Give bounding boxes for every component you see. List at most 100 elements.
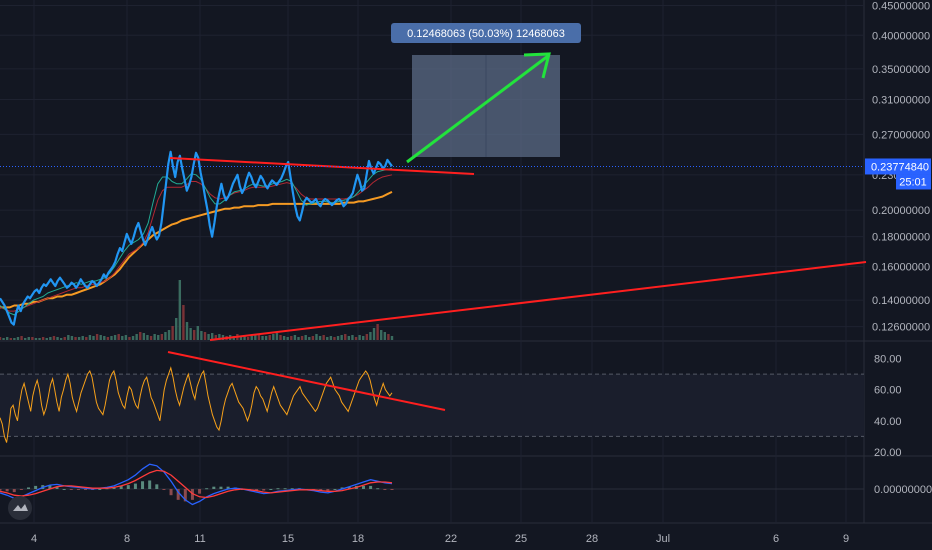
macd-histogram-bar (48, 485, 52, 489)
macd-histogram-bar (5, 489, 9, 492)
volume-bar (185, 322, 189, 340)
volume-bar (128, 337, 131, 340)
volume-bar (85, 337, 88, 340)
price-tick-label: 0.20000000 (872, 205, 930, 217)
volume-bar (336, 336, 340, 340)
macd-histogram-bar (333, 489, 337, 490)
volume-bar (139, 332, 142, 340)
time-tick-label: 6 (773, 533, 779, 545)
volume-bar (203, 332, 207, 340)
rsi-band (0, 374, 864, 437)
macd-histogram-bar (369, 485, 373, 489)
volume-bar (275, 333, 279, 340)
macd-histogram-bar (340, 487, 344, 489)
volume-bar (311, 336, 315, 340)
macd-histogram-bar (283, 488, 287, 490)
volume-bar (333, 337, 336, 340)
volume-bar (124, 335, 128, 340)
volume-bar (358, 335, 361, 340)
volume-bar (383, 332, 387, 340)
volume-bar (290, 336, 293, 340)
volume-bar (167, 330, 171, 340)
rsi-tick-label: 60.00 (874, 385, 902, 397)
price-tick-label: 0.31000000 (872, 95, 930, 107)
macd-histogram-bar (112, 487, 116, 489)
price-tick-label: 0.12600000 (872, 322, 930, 334)
volume-bar (135, 334, 138, 340)
volume-bar (254, 334, 257, 340)
volume-bar (268, 335, 271, 340)
volume-bar (175, 318, 178, 340)
macd-histogram-bar (62, 489, 66, 490)
volume-bar (160, 334, 164, 340)
time-tick-label: 18 (352, 533, 364, 545)
macd-histogram-bar (219, 486, 223, 489)
macd-histogram-bar (84, 489, 88, 490)
volume-bar (121, 336, 124, 340)
volume-bar (210, 333, 214, 340)
signal-line (0, 469, 393, 499)
volume-bar (315, 334, 318, 340)
volume-bar (146, 335, 149, 340)
macd-histogram-bar (27, 487, 31, 489)
volume-bar (376, 324, 379, 340)
countdown-tag (896, 174, 931, 190)
rsi-panel (0, 351, 864, 443)
volume-bar (49, 337, 52, 340)
time-tick-label: 11 (194, 533, 205, 545)
macd-histogram-bar (155, 484, 159, 489)
tradingview-logo-icon (8, 496, 32, 520)
volume-bar (322, 335, 325, 340)
volume-bar (387, 334, 390, 340)
macd-histogram-bar (69, 489, 73, 490)
volume-bar (67, 335, 70, 340)
volume-bar (103, 336, 106, 340)
macd-histogram-bar (12, 489, 16, 493)
macd-histogram-bar (34, 485, 38, 489)
rsi-trendline (167, 351, 446, 411)
volume-bar (200, 331, 203, 340)
rsi-tick-label: 40.00 (874, 416, 902, 428)
time-tick-label: Jul (656, 533, 670, 545)
volume-bar (390, 336, 394, 340)
macd-histogram-bar (148, 480, 152, 489)
macd-panel (0, 463, 864, 506)
volume-bar (31, 337, 34, 340)
price-line (0, 150, 393, 326)
volume-bar (5, 337, 9, 340)
volume-bar (92, 336, 95, 340)
time-tick-label: 25 (515, 533, 527, 545)
price-tick-label: 0.16000000 (872, 261, 930, 273)
volume-bar (326, 337, 329, 340)
volume-bar (0, 337, 2, 340)
volume-bar (2, 338, 5, 340)
macd-histogram-bar (376, 488, 380, 490)
support-trendline (209, 261, 867, 341)
macd-histogram-bar (183, 489, 187, 502)
volume-bar (171, 326, 174, 340)
measure-label: 0.12468063 (50.03%) 12468063 (407, 28, 565, 40)
volume-bar (178, 280, 182, 340)
time-tick-label: 22 (445, 533, 457, 545)
current-price-value: 0.23774840 (871, 161, 929, 173)
macd-histogram-bar (276, 488, 280, 490)
countdown-value: 25:01 (899, 176, 927, 188)
macd-histogram-bar (319, 489, 323, 491)
macd-histogram-bar (198, 489, 202, 494)
volume-bar (243, 335, 246, 340)
volume-bar (297, 337, 300, 340)
volume-bar (38, 338, 41, 340)
volume-bar (99, 335, 102, 340)
volume-bar (362, 336, 365, 340)
volume-bar (52, 336, 56, 340)
volume-bar (318, 336, 322, 340)
volume-bar (45, 338, 48, 340)
price-tick-label: 0.18000000 (872, 232, 930, 244)
rsi-line (0, 366, 393, 443)
volume-bar (282, 336, 286, 340)
volume-bar (113, 335, 117, 340)
macd-histogram-bar (76, 489, 80, 490)
volume-bar (77, 337, 81, 340)
